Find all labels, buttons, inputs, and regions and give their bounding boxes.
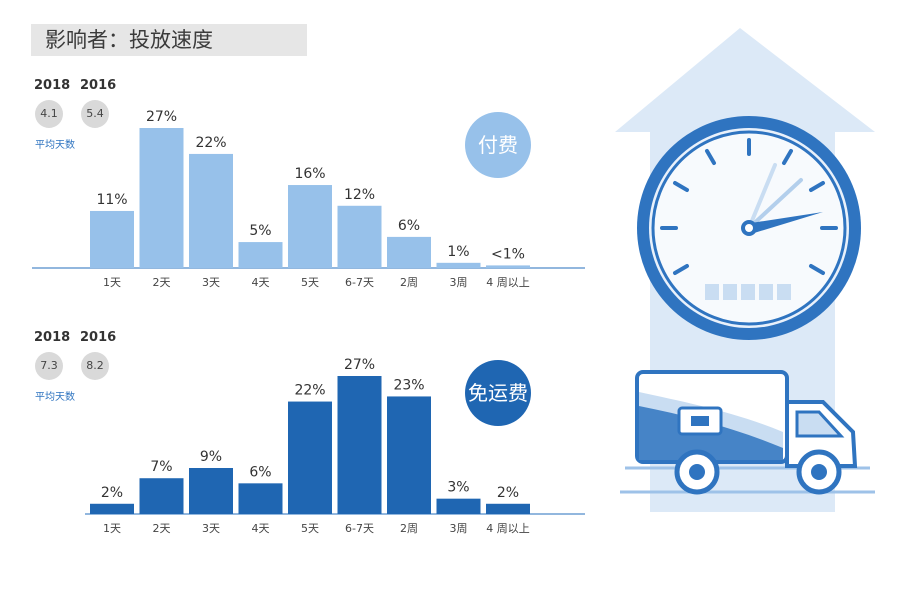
bar-value-label: 3%: [447, 480, 469, 496]
x-tick-label: 6-7天: [345, 276, 374, 289]
x-tick-label: 2天: [153, 522, 171, 535]
avg-days-label: 平均天数: [35, 392, 75, 403]
avg-days-bubble: 8.2: [81, 352, 109, 380]
x-tick-label: 4 周以上: [486, 522, 530, 535]
speedometer-icon: [637, 116, 861, 340]
bar: [238, 483, 283, 514]
year-label: 2018: [34, 78, 71, 93]
bar: [486, 503, 530, 514]
bar-value-label: 22%: [294, 383, 325, 399]
bar-value-label: <1%: [491, 246, 525, 262]
bar-value-label: 23%: [393, 377, 424, 393]
bar-value-label: 1%: [447, 244, 469, 260]
bar-value-label: 27%: [344, 357, 375, 373]
bar: [486, 265, 530, 268]
bar-value-label: 6%: [398, 218, 420, 234]
avg-days-bubble: 5.4: [81, 100, 109, 128]
paid-panel: 2018 2016 4.1 5.4 平均天数 付费 11% 1天 27% 2天 22% 3…: [0, 70, 600, 340]
x-tick-label: 3周: [450, 522, 468, 535]
bar: [436, 262, 481, 268]
avg-days-label: 平均天数: [35, 140, 75, 151]
year-label: 2016: [80, 330, 117, 345]
free-shipping-bar-chart: 2% 1天 7% 2天 9% 3天 6% 4天 22% 5天 27% 6-7天 23% 2周 3% 3周 2% 4…: [85, 357, 585, 535]
bar: [90, 210, 134, 268]
bar: [189, 468, 233, 514]
bar: [139, 478, 184, 514]
bar: [90, 503, 134, 514]
x-tick-label: 3天: [202, 276, 220, 289]
bar: [337, 376, 382, 514]
x-tick-label: 2天: [153, 276, 171, 289]
bar: [288, 401, 332, 514]
year-label: 2018: [34, 330, 71, 345]
bar-value-label: 12%: [344, 187, 375, 203]
bar-value-label: 5%: [249, 223, 271, 239]
bar-value-label: 9%: [200, 449, 222, 465]
bar-value-label: 16%: [294, 166, 325, 182]
paid-badge: 付费: [465, 112, 531, 178]
title-bar: 影响者：投放速度: [31, 24, 307, 56]
bar-value-label: 11%: [96, 192, 127, 208]
bar-value-label: 22%: [195, 135, 226, 151]
year-label: 2016: [80, 78, 117, 93]
bar: [288, 185, 332, 268]
bar: [139, 128, 184, 268]
x-tick-label: 6-7天: [345, 522, 374, 535]
x-tick-label: 3天: [202, 522, 220, 535]
bar: [337, 205, 382, 268]
avg-days-bubble: 7.3: [35, 352, 63, 380]
x-tick-label: 1天: [103, 276, 121, 289]
bar: [387, 396, 431, 514]
x-tick-label: 4 周以上: [486, 276, 530, 289]
x-tick-label: 2周: [400, 276, 418, 289]
x-tick-label: 5天: [301, 522, 319, 535]
bar-value-label: 7%: [150, 459, 172, 475]
bar: [238, 242, 283, 268]
x-tick-label: 1天: [103, 522, 121, 535]
paid-bar-chart: 11% 1天 27% 2天 22% 3天 5% 4天 16% 5天 12% 6-7天 6% 2周 1% 3周 <…: [32, 109, 585, 289]
free-shipping-panel: 2018 2016 7.3 8.2 平均天数 免运费 2% 1天 7% 2天 9% 3天 6…: [0, 320, 600, 590]
x-tick-label: 2周: [400, 522, 418, 535]
bar-value-label: 6%: [249, 464, 271, 480]
x-tick-label: 5天: [301, 276, 319, 289]
avg-days-bubble: 4.1: [35, 100, 63, 128]
speed-illustration: [615, 28, 875, 512]
truck-icon: [620, 370, 875, 495]
bar-value-label: 2%: [101, 485, 123, 501]
bar-value-label: 2%: [497, 485, 519, 501]
x-tick-label: 3周: [450, 276, 468, 289]
bar-value-label: 27%: [146, 109, 177, 125]
x-tick-label: 4天: [252, 276, 270, 289]
bar: [436, 498, 481, 514]
x-tick-label: 4天: [252, 522, 270, 535]
bar: [189, 153, 233, 268]
bar: [387, 236, 431, 268]
free-shipping-badge: 免运费: [465, 360, 531, 426]
page-title: 影响者：投放速度: [45, 28, 213, 52]
